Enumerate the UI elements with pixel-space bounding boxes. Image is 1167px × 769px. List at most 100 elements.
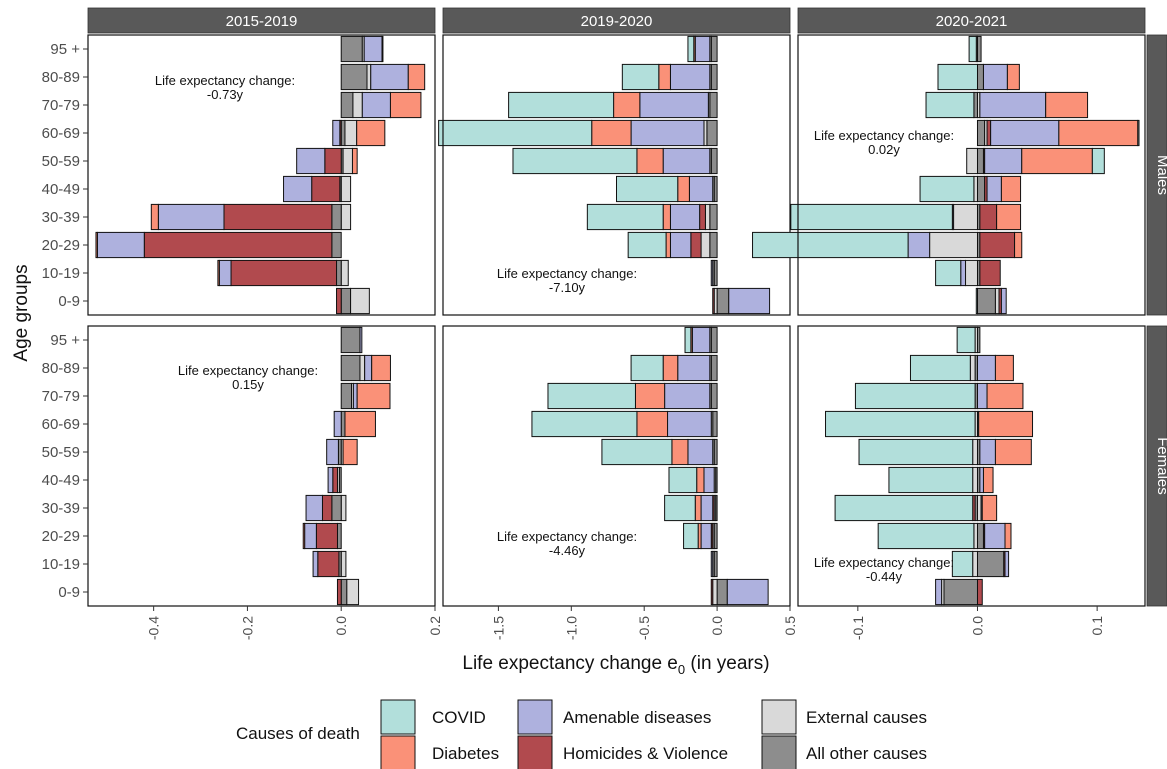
bar-segment-diabetes [994,438,1032,466]
legend-swatch-all-other-causes [761,735,797,769]
life-expectancy-annotation-title: Life expectancy change: [497,266,637,281]
bar-segment-external-causes [972,438,978,466]
panel-border [797,34,1146,316]
bar-segment-external-causes [976,494,982,522]
bar-segment-covid [935,259,962,287]
bar-segment-covid [621,63,660,91]
bar-segment-covid [664,494,696,522]
x-tick-label: 0.0 [333,616,349,636]
bar-segment-external-causes [342,147,353,175]
bar-segment-external-causes [346,578,360,606]
bar-segment-diabetes [658,63,671,91]
bar-segment-homicides-violence [336,578,342,606]
y-tick-label: 95 + [50,332,80,349]
legend-title: Causes of death [236,724,360,743]
bar-segment-homicides-violence [230,259,338,287]
bar-segment-all-other-causes [340,63,368,91]
y-tick-label: 70-79 [42,97,80,114]
x-tick-label: -0.1 [850,616,866,640]
bar-segment-homicides-violence [979,231,1016,259]
legend-label-diabetes: Diabetes [432,744,499,763]
x-tick-label: 0.1 [1089,616,1105,636]
bar-segment-covid [683,522,699,550]
bar-segment-amenable-diseases [363,35,383,63]
bar-segment-amenable-diseases [960,259,967,287]
bar-segment-covid [919,175,975,203]
bar-segment-all-other-causes [331,231,342,259]
bar-segment-diabetes [671,438,689,466]
bar-segment-homicides-violence [317,550,340,578]
bar-segment-covid [752,231,909,259]
bar-segment-homicides-violence [986,119,992,147]
bar-segment-all-other-causes [710,326,718,354]
bar-segment-amenable-diseases [979,438,996,466]
life-expectancy-annotation-value: -7.10y [549,280,586,295]
bar-segment-diabetes [407,63,426,91]
bar-segment-amenable-diseases [630,119,705,147]
life-expectancy-annotation-title: Life expectancy change: [814,128,954,143]
bar-segment-diabetes [342,438,358,466]
bar-segment-all-other-causes [710,147,718,175]
bar-segment-amenable-diseases [984,522,1006,550]
bar-segment-diabetes [371,354,391,382]
bar-segment-all-other-causes [336,522,342,550]
y-tick-label: 0-9 [58,293,80,310]
bar-segment-all-other-causes [716,287,730,315]
panel-border [87,34,436,316]
bar-segment-covid [925,91,975,119]
bar-segment-amenable-diseases [283,175,313,203]
bar-segment-external-causes [972,550,978,578]
bar-segment-all-other-causes [340,354,361,382]
bar-segment-covid [586,203,664,231]
bar-segment-diabetes [356,382,391,410]
bar-segment-covid [547,382,636,410]
facet-strip-label: 2015-2019 [226,13,298,30]
legend-label-amenable-diseases: Amenable diseases [563,708,711,727]
y-tick-label: 50-59 [42,153,80,170]
bar-segment-amenable-diseases [359,326,363,354]
bar-segment-all-other-causes [331,494,342,522]
bar-segment-diabetes [986,382,1024,410]
bar-segment-covid [790,203,953,231]
x-tick-label: -0.4 [146,616,162,640]
bar-segment-amenable-diseases [352,382,358,410]
bar-segment-amenable-diseases [688,175,714,203]
bar-segment-covid [531,410,638,438]
life-expectancy-annotation-value: -4.46y [549,543,586,558]
bar-segment-amenable-diseases [664,382,711,410]
bar-segment-external-causes [965,259,978,287]
bar-segment-all-other-causes [943,578,978,606]
bar-segment-diabetes [389,91,422,119]
y-tick-label: 40-49 [42,472,80,489]
bar-segment-all-other-causes [709,231,718,259]
x-tick-label: -0.2 [239,616,255,640]
x-axis-title: Life expectancy change e0 (in years) [462,653,769,677]
bar-segment-amenable-diseases [669,203,701,231]
panel-2020-2021-females: Life expectancy change:-0.44y [797,325,1146,607]
legend-swatch-homicides-violence [517,735,553,769]
bar-segment-amenable-diseases [1000,287,1007,315]
bar-segment-amenable-diseases [364,354,373,382]
bar-segment-amenable-diseases [703,466,715,494]
bar-segment-all-other-causes [710,63,718,91]
bar-segment-amenable-diseases [935,578,943,606]
bar-segment-diabetes [1000,175,1022,203]
bar-segment-covid [854,382,976,410]
bar-segment-external-causes [340,550,347,578]
bar-segment-amenable-diseases [907,231,931,259]
bar-segment-homicides-violence [321,494,333,522]
bar-segment-diabetes [696,466,705,494]
bar-segment-all-other-causes [976,287,996,315]
bar-segment-amenable-diseases [326,438,339,466]
y-tick-label: 30-39 [42,209,80,226]
bar-segment-external-causes [700,231,711,259]
x-tick-label: 0.2 [427,616,443,636]
bar-segment-covid [616,175,679,203]
bar-segment-covid [668,466,698,494]
bar-segment-diabetes [1045,91,1089,119]
life-expectancy-annotation-title: Life expectancy change: [155,73,295,88]
bar-segment-amenable-diseases [691,326,711,354]
bar-segment-all-other-causes [710,354,718,382]
bar-segment-homicides-violence [143,231,333,259]
bar-segment-amenable-diseases [296,147,326,175]
